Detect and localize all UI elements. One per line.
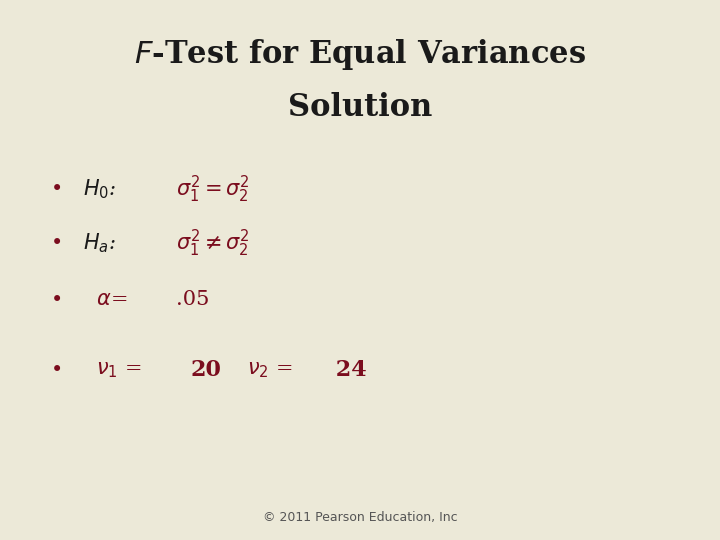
Text: $\alpha$=: $\alpha$= xyxy=(83,290,127,309)
Text: $H_0$:: $H_0$: xyxy=(83,177,124,201)
Text: Solution: Solution xyxy=(288,92,432,124)
Text: $\nu_2$ =: $\nu_2$ = xyxy=(234,360,295,380)
Text: •: • xyxy=(50,179,63,199)
Text: $\sigma_1^2 = \sigma_2^2$: $\sigma_1^2 = \sigma_2^2$ xyxy=(176,173,251,205)
Text: $\nu_1$ =: $\nu_1$ = xyxy=(83,360,144,380)
Text: 24: 24 xyxy=(328,359,366,381)
Text: $\sigma_1^2 \neq \sigma_2^2$: $\sigma_1^2 \neq \sigma_2^2$ xyxy=(176,227,251,259)
Text: $H_a$:: $H_a$: xyxy=(83,231,124,255)
Text: 20: 20 xyxy=(191,359,222,381)
Text: •: • xyxy=(50,360,63,380)
Text: © 2011 Pearson Education, Inc: © 2011 Pearson Education, Inc xyxy=(263,511,457,524)
Text: .05: .05 xyxy=(176,290,210,309)
Text: •: • xyxy=(50,233,63,253)
Text: •: • xyxy=(50,289,63,310)
Text: $\mathit{F}$-Test for Equal Variances: $\mathit{F}$-Test for Equal Variances xyxy=(134,37,586,71)
